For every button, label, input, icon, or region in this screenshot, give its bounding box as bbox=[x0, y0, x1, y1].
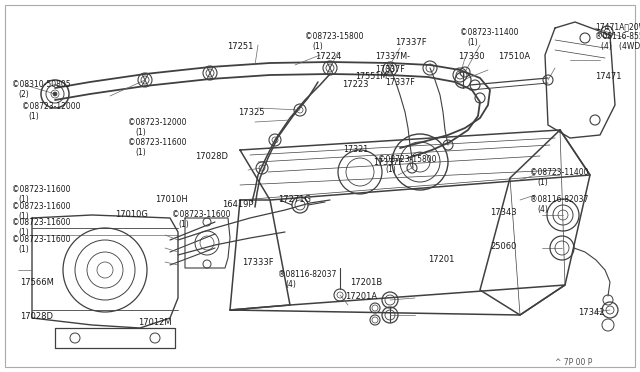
Text: 17471: 17471 bbox=[595, 72, 621, 81]
Text: 25060: 25060 bbox=[491, 242, 517, 251]
Text: 17342: 17342 bbox=[578, 308, 605, 317]
Text: 17566M: 17566M bbox=[20, 278, 54, 287]
Text: 17325: 17325 bbox=[238, 108, 264, 117]
Text: ©08723-11600: ©08723-11600 bbox=[12, 202, 70, 211]
Text: (1): (1) bbox=[28, 112, 39, 121]
Text: 17337F: 17337F bbox=[385, 78, 415, 87]
Text: ©08723-11600: ©08723-11600 bbox=[12, 235, 70, 244]
Text: (1): (1) bbox=[537, 178, 548, 187]
Text: 17201A: 17201A bbox=[345, 292, 377, 301]
Text: (2): (2) bbox=[18, 90, 29, 99]
Text: (1): (1) bbox=[385, 165, 396, 174]
Text: 17333F: 17333F bbox=[242, 258, 274, 267]
Text: ©08723-12000: ©08723-12000 bbox=[128, 118, 186, 127]
Text: (1): (1) bbox=[312, 42, 323, 51]
Text: ©08723-11600: ©08723-11600 bbox=[172, 210, 230, 219]
Text: (4)   (4WD): (4) (4WD) bbox=[601, 42, 640, 51]
Text: ©08723-11400: ©08723-11400 bbox=[460, 28, 518, 37]
Text: 17251: 17251 bbox=[227, 42, 253, 51]
Text: 17337F: 17337F bbox=[395, 38, 427, 47]
Text: (1): (1) bbox=[18, 228, 29, 237]
Text: (1): (1) bbox=[135, 148, 146, 157]
Text: 17337F: 17337F bbox=[373, 158, 403, 167]
Circle shape bbox=[53, 92, 57, 96]
Text: (1): (1) bbox=[135, 128, 146, 137]
Text: (4): (4) bbox=[537, 205, 548, 214]
Text: ®08116-82037: ®08116-82037 bbox=[530, 195, 588, 204]
Text: ^ 7P 00 P: ^ 7P 00 P bbox=[555, 358, 593, 367]
Text: (4): (4) bbox=[285, 280, 296, 289]
Text: 17028D: 17028D bbox=[20, 312, 53, 321]
Text: ©08723-12000: ©08723-12000 bbox=[22, 102, 81, 111]
Text: 17012M: 17012M bbox=[138, 318, 172, 327]
Text: (1): (1) bbox=[467, 38, 477, 47]
Text: 17471A。20WD〣: 17471A。20WD〣 bbox=[595, 22, 640, 31]
Text: 17337F: 17337F bbox=[375, 65, 404, 74]
Text: 17510A: 17510A bbox=[498, 52, 530, 61]
Text: 17337M-: 17337M- bbox=[375, 52, 410, 61]
Text: 17201B: 17201B bbox=[350, 278, 382, 287]
Text: 17028D: 17028D bbox=[195, 152, 228, 161]
Text: ®08116-85537: ®08116-85537 bbox=[595, 32, 640, 41]
Text: (1): (1) bbox=[178, 220, 189, 229]
Text: (1): (1) bbox=[18, 245, 29, 254]
Text: ®08116-82037: ®08116-82037 bbox=[278, 270, 337, 279]
Text: (1): (1) bbox=[18, 195, 29, 204]
Text: (1): (1) bbox=[18, 212, 29, 221]
Text: 17223: 17223 bbox=[342, 80, 369, 89]
Text: 17343: 17343 bbox=[490, 208, 517, 217]
Text: 17224: 17224 bbox=[315, 52, 341, 61]
Text: 17330: 17330 bbox=[458, 52, 484, 61]
Text: 17010G: 17010G bbox=[115, 210, 148, 219]
Text: 17551M: 17551M bbox=[355, 72, 387, 81]
Text: 17010H: 17010H bbox=[155, 195, 188, 204]
Text: 17201: 17201 bbox=[428, 255, 454, 264]
Text: ©08310-50805: ©08310-50805 bbox=[12, 80, 70, 89]
Text: 17321: 17321 bbox=[343, 145, 368, 154]
Text: ©08723-15800: ©08723-15800 bbox=[305, 32, 364, 41]
Text: ©08723-15800: ©08723-15800 bbox=[378, 155, 436, 164]
Text: 17271G: 17271G bbox=[278, 195, 311, 204]
Text: 16419P: 16419P bbox=[222, 200, 253, 209]
Text: ©08723-11600: ©08723-11600 bbox=[128, 138, 186, 147]
Text: ©08723-11400: ©08723-11400 bbox=[530, 168, 589, 177]
Text: ©08723-11600: ©08723-11600 bbox=[12, 185, 70, 194]
Text: ©08723-11600: ©08723-11600 bbox=[12, 218, 70, 227]
